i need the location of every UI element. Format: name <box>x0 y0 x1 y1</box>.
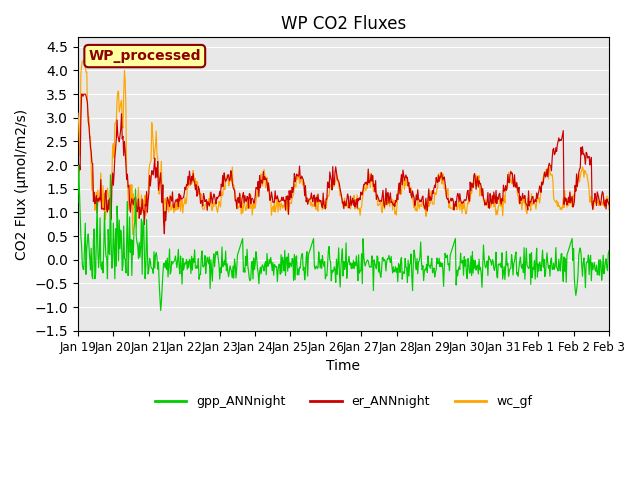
Text: WP_processed: WP_processed <box>88 49 201 63</box>
Y-axis label: CO2 Flux (μmol/m2/s): CO2 Flux (μmol/m2/s) <box>15 108 29 260</box>
Title: WP CO2 Fluxes: WP CO2 Fluxes <box>281 15 406 33</box>
Legend: gpp_ANNnight, er_ANNnight, wc_gf: gpp_ANNnight, er_ANNnight, wc_gf <box>150 390 538 413</box>
X-axis label: Time: Time <box>326 359 360 373</box>
